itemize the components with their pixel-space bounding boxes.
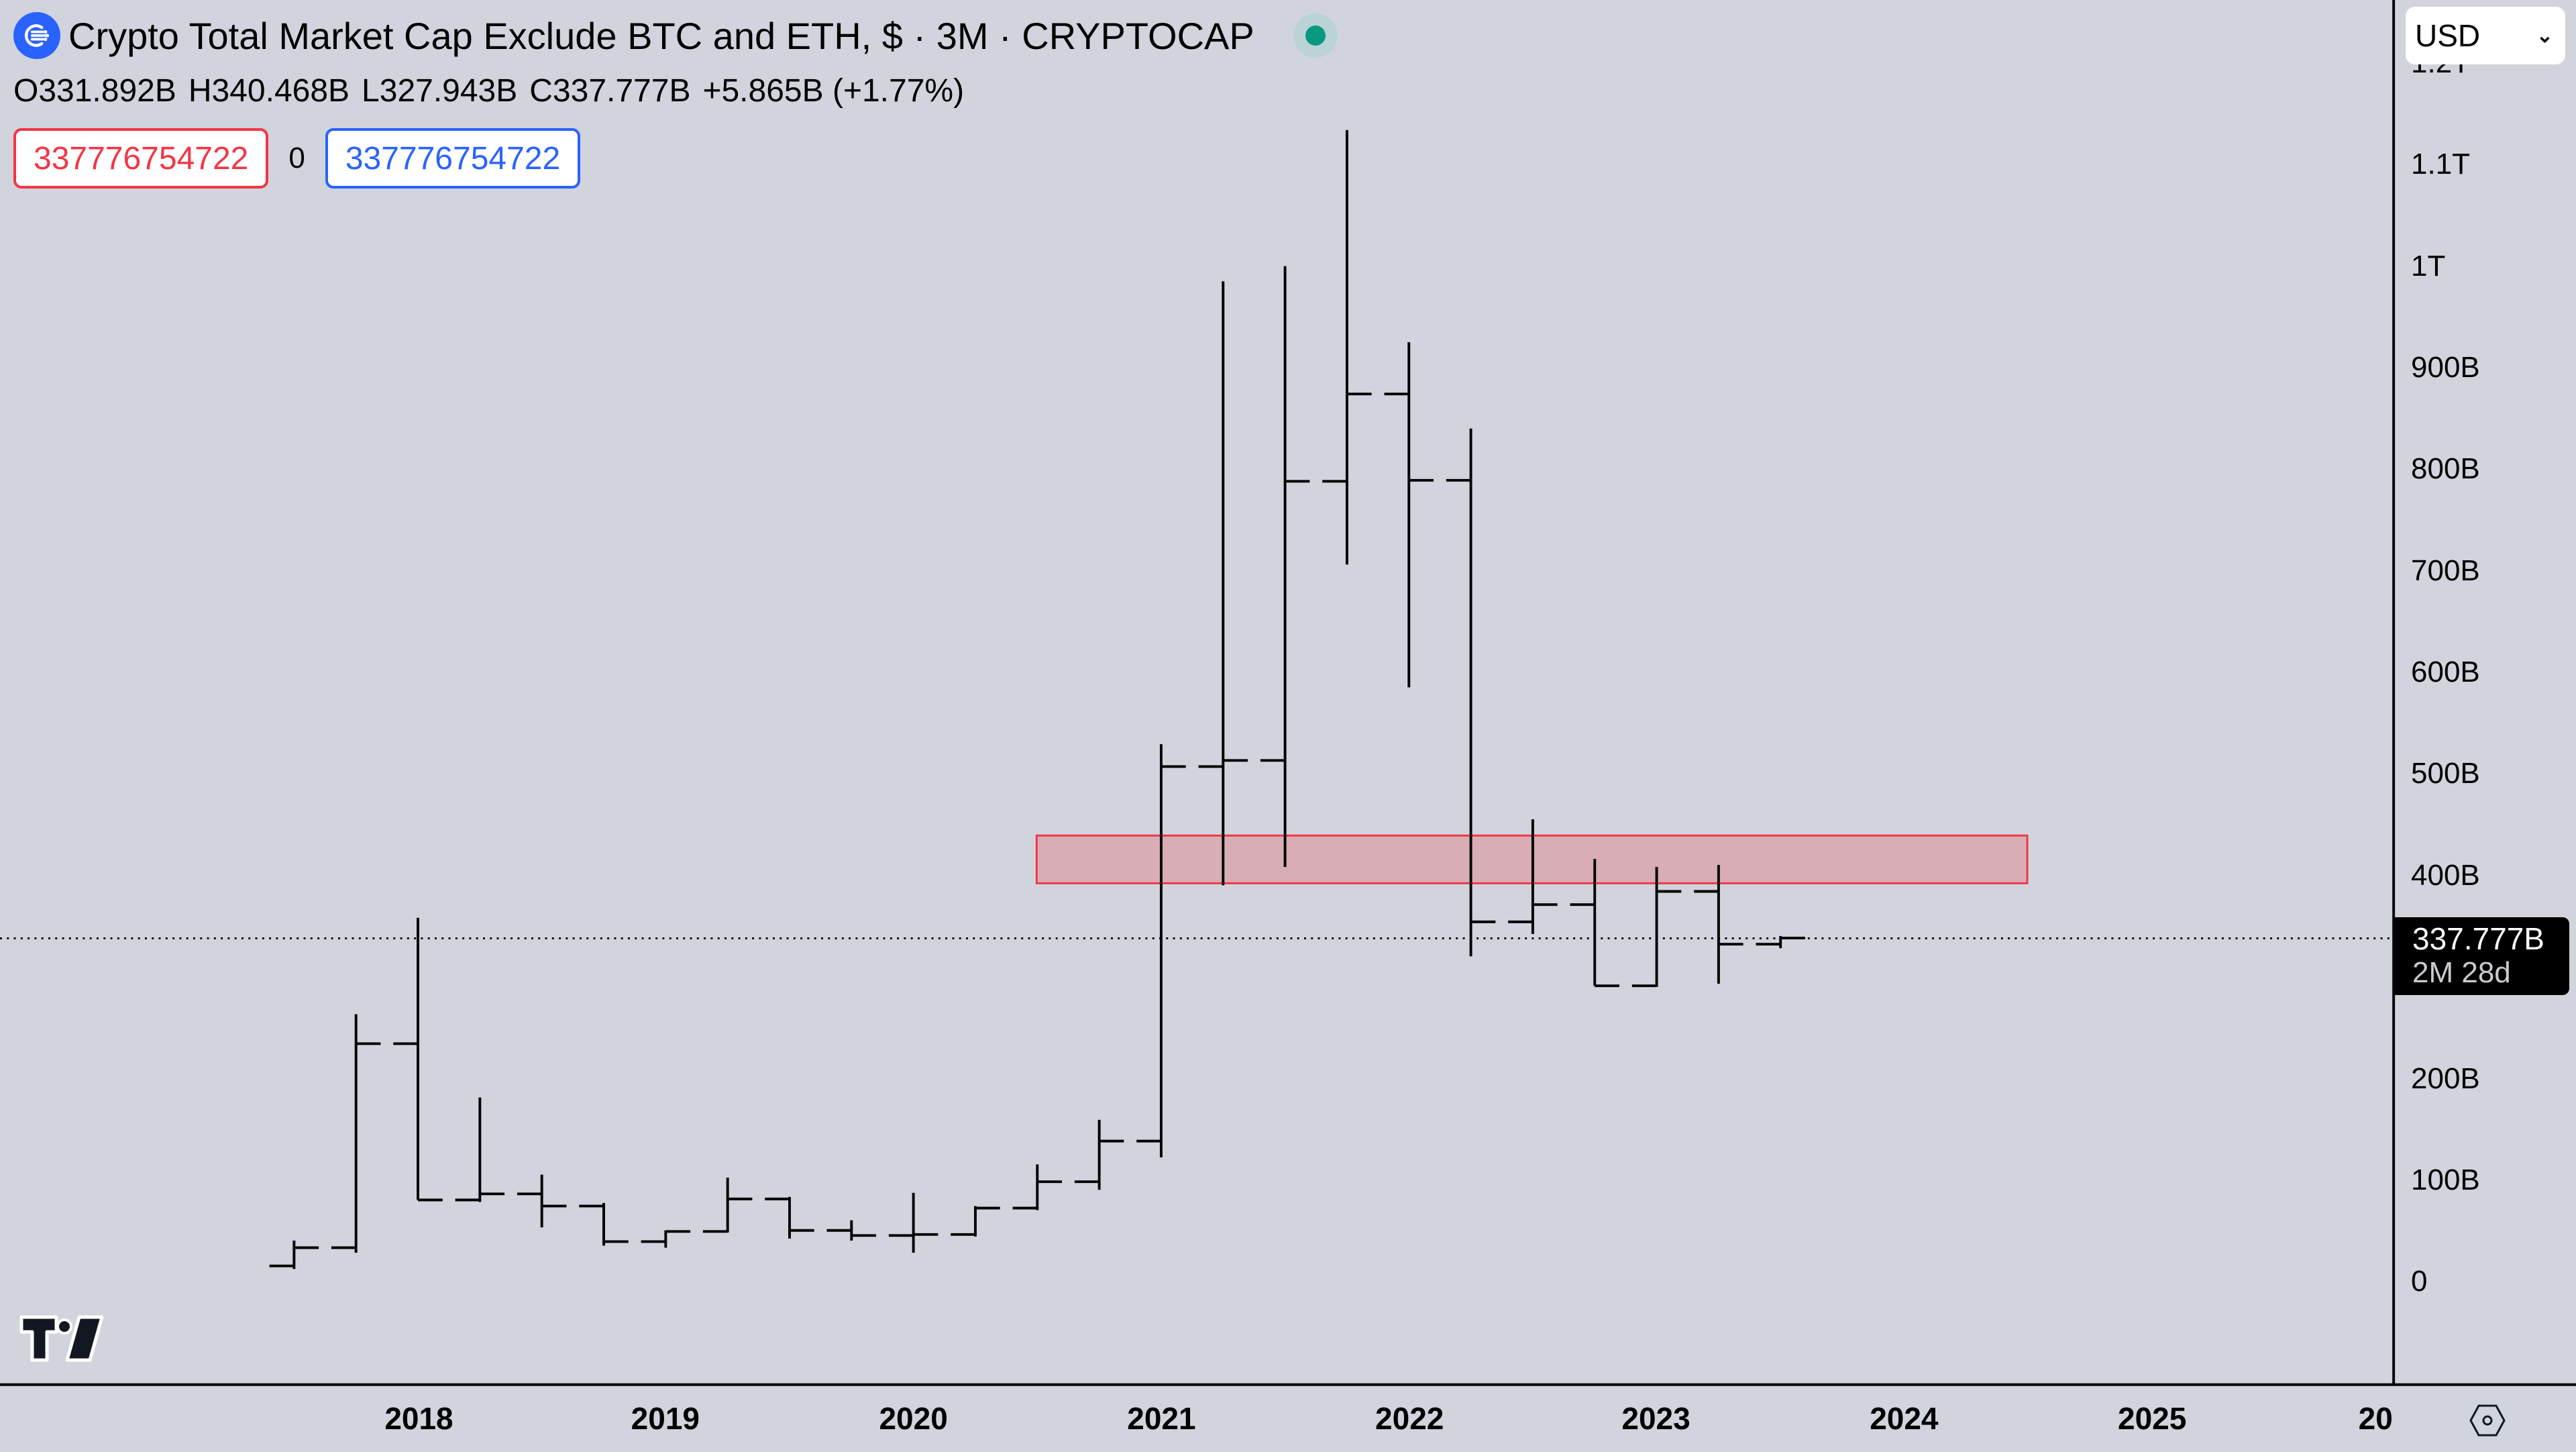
currency-label: USD (2415, 18, 2481, 53)
price-axis-label: 200B (2411, 1061, 2480, 1095)
open-value: O331.892B (13, 73, 176, 109)
bar-countdown: 2M 28d (2412, 956, 2511, 989)
market-status-dot-icon[interactable] (1293, 13, 1338, 58)
ohlc-bar[interactable] (393, 917, 443, 1202)
ohlc-bar[interactable] (702, 1178, 753, 1233)
ohlc-bar[interactable] (1384, 342, 1434, 688)
price-axis-label: 400B (2411, 858, 2480, 892)
last-price-tag: 337.777B 2M 28d (2394, 917, 2569, 995)
price-axis-label: 700B (2411, 554, 2480, 587)
price-axis[interactable]: 1.2T1.1T1T900B800B700B600B500B400B200B10… (2394, 0, 2576, 1384)
time-axis[interactable]: 2018 2019 2020 2021 2022 2023 2024 2025 20 (0, 1384, 2394, 1452)
ohlc-bar[interactable] (1260, 266, 1310, 868)
ohlc-bar[interactable] (888, 1192, 938, 1253)
chevron-down-icon: ⌄ (2536, 24, 2553, 47)
ohlc-bar[interactable] (455, 1097, 505, 1202)
time-axis-label: 2018 (384, 1400, 453, 1436)
time-axis-label: 2024 (1870, 1400, 1939, 1436)
close-value: C337.777B (529, 73, 691, 109)
change-value: +5.865B (+1.77%) (702, 73, 965, 109)
price-axis-label: 0 (2411, 1265, 2428, 1298)
ohlc-bar[interactable] (1322, 129, 1372, 565)
ohlc-bar[interactable] (1074, 1119, 1124, 1190)
tradingview-logo-icon[interactable] (17, 1312, 105, 1369)
ohlc-bar[interactable] (1694, 865, 1743, 984)
ohlc-bar[interactable] (269, 1240, 319, 1269)
ohlc-bar[interactable] (1508, 819, 1558, 935)
ohlc-bar[interactable] (517, 1174, 567, 1228)
time-axis-label: 2022 (1375, 1400, 1444, 1436)
ohlc-bar[interactable] (579, 1202, 629, 1246)
low-value: L327.943B (362, 73, 518, 109)
price-axis-label: 600B (2411, 656, 2480, 689)
ohlc-bar[interactable] (1012, 1164, 1063, 1210)
time-axis-label: 2019 (631, 1400, 700, 1436)
price-axis-label: 1.1T (2411, 148, 2471, 181)
time-axis-label: 2021 (1127, 1400, 1196, 1436)
price-axis-label: 1T (2411, 249, 2446, 282)
ohlc-bar[interactable] (1198, 281, 1248, 886)
ohlc-bar[interactable] (1446, 428, 1496, 957)
indicator-input-right[interactable]: 337776754722 (325, 128, 581, 189)
ohlc-bar[interactable] (826, 1220, 877, 1241)
price-axis-label: 900B (2411, 351, 2480, 384)
time-axis-label: 2023 (1621, 1400, 1690, 1436)
ohlc-bar[interactable] (765, 1196, 814, 1239)
ohlc-bar[interactable] (1570, 859, 1619, 988)
symbol-title[interactable]: Crypto Total Market Cap Exclude BTC and … (68, 14, 1254, 57)
cryptocap-logo-icon[interactable] (13, 12, 60, 59)
price-axis-label: 800B (2411, 452, 2480, 486)
price-axis-label: 500B (2411, 757, 2480, 790)
chart-legend: Crypto Total Market Cap Exclude BTC and … (13, 12, 1338, 189)
indicator-input-middle: 0 (288, 142, 305, 174)
currency-select[interactable]: USD ⌄ (2406, 7, 2565, 64)
ohlc-bar[interactable] (951, 1206, 1000, 1237)
time-axis-label: 2020 (879, 1400, 948, 1436)
indicator-input-left[interactable]: 337776754722 (13, 128, 269, 189)
ohlc-bar[interactable] (641, 1230, 691, 1248)
ohlc-bar[interactable] (331, 1014, 381, 1253)
price-axis-label: 100B (2411, 1163, 2480, 1196)
time-axis-label: 2025 (2117, 1400, 2187, 1436)
ohlc-bar[interactable] (1136, 744, 1186, 1157)
time-axis-label: 20 (2358, 1400, 2393, 1436)
ohlc-values: O331.892B H340.468B L327.943B C337.777B +5.8… (13, 72, 1338, 109)
last-price: 337.777B (2412, 921, 2544, 956)
high-value: H340.468B (188, 73, 350, 109)
ohlc-bar[interactable] (1631, 867, 1682, 988)
chart-settings-icon[interactable] (2469, 1404, 2506, 1437)
